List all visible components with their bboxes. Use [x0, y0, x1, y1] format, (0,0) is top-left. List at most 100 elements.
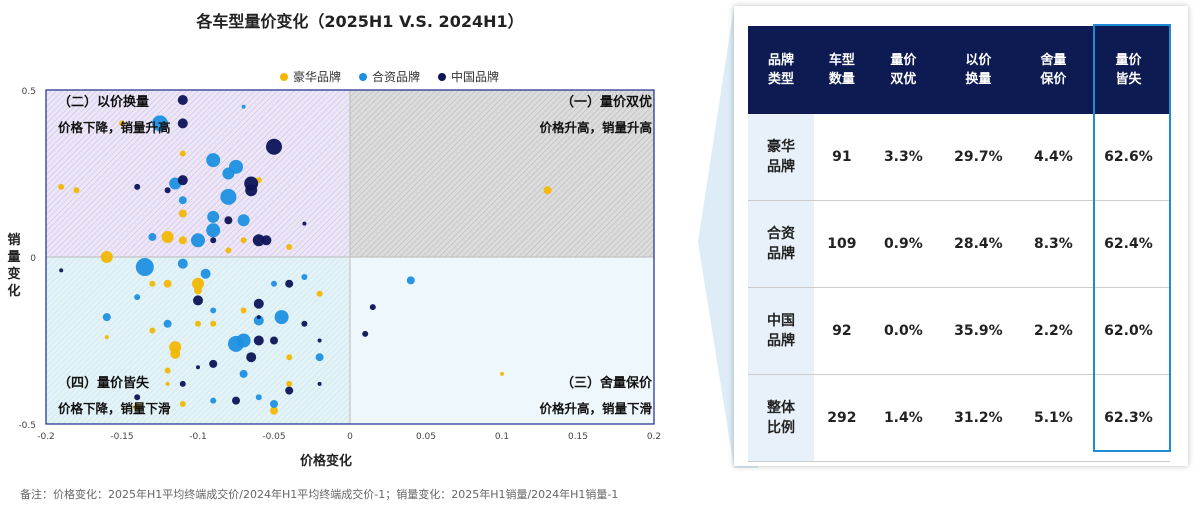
header-price-for-volume: 以价 换量: [936, 26, 1020, 114]
y-axis-label-char: 量: [7, 250, 21, 265]
quadrant-1-subtitle: 价格升高，销量升高: [539, 120, 652, 135]
header-both-lost: 量价 皆失: [1086, 26, 1170, 114]
scatter-point: [73, 187, 80, 194]
scatter-point: [119, 120, 125, 127]
y-tick-label: -0.5: [18, 421, 36, 431]
scatter-point: [200, 268, 211, 279]
scatter-point: [177, 95, 188, 106]
scatter-point: [253, 298, 264, 309]
x-tick-label: -0.1: [189, 432, 207, 442]
x-tick-label: -0.2: [37, 432, 55, 442]
x-tick-label: 0: [347, 432, 353, 442]
x-axis-label: 价格变化: [300, 454, 353, 469]
legend-label-chinese: 中国品牌: [451, 70, 500, 84]
scatter-point: [240, 237, 247, 244]
scatter-point: [210, 397, 217, 404]
scatter-point: [317, 338, 322, 343]
scatter-point: [210, 307, 217, 314]
cell-both-good: 3.3%: [869, 114, 937, 201]
cell-both-lost: 62.4%: [1086, 200, 1170, 288]
scatter-point: [148, 232, 157, 241]
chart-title: 各车型量价变化（2025H1 V.S. 2024H1）: [196, 12, 524, 31]
row-type: 豪华 品牌: [748, 114, 814, 201]
header-both-good: 量价 双优: [869, 26, 937, 114]
scatter-point: [170, 348, 181, 359]
cell-price-for-volume: 28.4%: [936, 200, 1020, 288]
scatter-point: [164, 187, 171, 194]
scatter-point: [134, 183, 141, 190]
scatter-point: [270, 336, 278, 345]
row-type: 中国 品牌: [748, 287, 814, 375]
cell-price-for-volume: 29.7%: [936, 114, 1020, 201]
cell-both-lost: 62.3%: [1086, 374, 1170, 462]
header-model-count: 车型 数量: [814, 26, 870, 114]
scatter-point: [253, 315, 264, 326]
y-tick-label: 0: [30, 254, 36, 264]
x-tick-label: 0.05: [416, 432, 436, 442]
scatter-point: [134, 294, 141, 301]
quadrant-2-subtitle: 价格下降，销量升高: [58, 120, 171, 135]
scatter-point: [543, 186, 552, 195]
y-axis-label-char: 化: [7, 284, 21, 299]
scatter-point: [232, 396, 240, 405]
footnote: 备注：价格变化：2025年H1平均终端成交价/2024年H1平均终端成交价-1；…: [20, 488, 619, 501]
table-row: 合资 品牌 109 0.9% 28.4% 8.3% 62.4%: [748, 200, 1170, 288]
x-tick-label: 0.15: [568, 432, 588, 442]
scatter-point: [255, 394, 262, 401]
quadrant-1-title: （一）量价双优: [560, 95, 652, 110]
scatter-point: [152, 115, 168, 132]
header-volume-for-price: 舍量 保价: [1019, 26, 1087, 114]
y-axis-label: 销 量 变 化: [6, 232, 22, 300]
scatter-point: [228, 335, 244, 352]
scatter-point: [134, 394, 141, 401]
cell-both-good: 1.4%: [869, 374, 937, 462]
scatter-point: [179, 400, 186, 407]
scatter-point: [369, 304, 376, 311]
scatter-point: [240, 307, 247, 314]
scatter-point: [261, 235, 272, 246]
scatter-point: [271, 280, 277, 287]
scatter-point: [285, 279, 294, 288]
table-row: 整体 比例 292 1.4% 31.2% 5.1% 62.3%: [748, 374, 1170, 462]
cell-both-good: 0.9%: [869, 200, 937, 288]
scatter-point: [196, 365, 200, 370]
legend-item-luxury: 豪华品牌: [280, 68, 341, 85]
scatter-point: [286, 380, 293, 387]
scatter-point: [246, 352, 257, 363]
x-tick-label: -0.05: [262, 432, 285, 442]
quadrant-3-label: （三）舍量保价 价格升高，销量下滑: [520, 374, 652, 419]
cell-count: 109: [814, 200, 870, 288]
cell-both-good: 0.0%: [869, 287, 937, 375]
x-tick-label: 0.1: [495, 432, 509, 442]
cell-price-for-volume: 31.2%: [936, 374, 1020, 462]
stats-table: 品牌 类型 车型 数量 量价 双优 以价 换量 舍量 保价 量价 皆失 豪华 品牌 91 3.…: [748, 26, 1170, 462]
scatter-point: [135, 258, 154, 277]
scatter-point: [229, 159, 243, 174]
cell-price-for-volume: 35.9%: [936, 287, 1020, 375]
scatter-point: [178, 209, 187, 218]
cell-count: 91: [814, 114, 870, 201]
scatter-point: [177, 175, 188, 186]
legend-label-jv: 合资品牌: [372, 70, 421, 84]
x-tick-label: 0.2: [647, 432, 661, 442]
scatter-point: [209, 359, 218, 368]
legend-marker-jv: [359, 72, 368, 81]
scatter-point: [286, 243, 293, 250]
scatter-point: [274, 310, 289, 325]
cell-volume-for-price: 4.4%: [1019, 114, 1087, 201]
scatter-point: [100, 251, 113, 263]
scatter-point: [194, 286, 202, 295]
scatter-point: [163, 279, 172, 288]
cell-volume-for-price: 5.1%: [1019, 374, 1087, 462]
scatter-point: [239, 369, 248, 378]
scatter-point: [178, 236, 187, 245]
scatter-point: [210, 320, 217, 327]
scatter-point: [500, 371, 504, 376]
scatter-point: [206, 223, 221, 238]
legend-marker-chinese: [438, 72, 447, 81]
scatter-point: [224, 216, 233, 225]
y-axis-label-char: 销: [7, 233, 21, 248]
cell-count: 92: [814, 287, 870, 375]
scatter-point: [270, 399, 278, 408]
scatter-point: [193, 295, 203, 306]
